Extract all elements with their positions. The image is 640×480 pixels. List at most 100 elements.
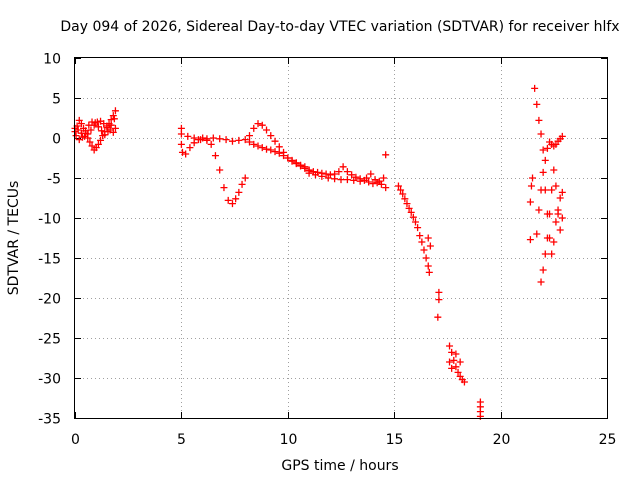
data-point [541,156,549,164]
x-tick-labels: 0 5 10 15 20 25 [71,432,616,448]
data-point [216,166,224,174]
data-point [182,150,190,158]
data-point [527,182,535,190]
data-point [254,142,262,150]
data-point [190,134,198,142]
data-point [558,214,566,222]
data-point [435,296,443,304]
data-point [235,136,243,144]
data-point [403,200,411,208]
data-point [324,174,332,182]
data-point [424,234,432,242]
data-point [448,364,456,372]
data-point [537,278,545,286]
data-point [543,234,551,242]
data-point [407,208,415,216]
y-tick-labels: 10 5 0 -5 -10 -15 -20 -25 -30 -35 [38,52,61,428]
data-point [382,184,390,192]
data-point [280,152,288,160]
data-point [539,168,547,176]
data-point [541,186,549,194]
data-point [556,194,564,202]
data-point [91,119,99,127]
y-tick-label: -15 [38,252,61,268]
data-point [550,166,558,174]
data-point [409,213,417,221]
x-tick-label: 0 [71,432,80,448]
data-point [460,378,468,386]
data-point [238,180,246,188]
y-axis-label: SDTVAR / TECUs [6,181,22,296]
y-tick-label: -5 [47,172,61,188]
data-point [77,129,85,137]
data-point [74,126,82,134]
data-point [371,176,379,184]
data-point [292,159,300,167]
x-tick-label: 10 [280,432,298,448]
axis-ticks [75,58,608,419]
data-point [335,168,343,176]
data-point [556,226,564,234]
data-point [78,133,86,141]
data-point [88,118,96,126]
chart-title: Day 094 of 2026, Sidereal Day-to-day VTE… [60,19,619,35]
series-segment-0-2h [71,107,119,154]
data-point [446,358,454,366]
data-point [350,176,358,184]
data-point [529,174,537,182]
data-point [275,149,283,157]
data-point [224,196,232,204]
data-point [434,313,442,321]
data-points [71,84,566,420]
data-point [209,134,217,142]
data-point [435,288,443,296]
data-point [211,152,219,160]
data-point [109,128,117,136]
data-point [178,148,186,156]
data-point [416,232,424,240]
data-point [420,246,428,254]
series-segment-5-15h [177,120,390,208]
data-point [258,121,266,129]
data-point [450,356,458,364]
data-point [107,121,115,129]
data-point [337,176,345,184]
data-point [222,136,230,144]
data-point [318,172,326,180]
data-point [526,236,534,244]
data-point [554,210,562,218]
x-tick-label: 20 [493,432,511,448]
data-point [267,146,275,154]
series-segment-21-23h [526,84,566,286]
series-segment-19h [476,398,484,420]
data-point [535,116,543,124]
data-point [72,132,80,140]
data-point [533,100,541,108]
data-point [250,124,258,132]
data-point [348,171,356,179]
y-tick-label: 10 [43,52,61,68]
data-point [339,163,347,171]
data-point [343,176,351,184]
data-point [271,148,279,156]
data-point [456,358,464,366]
data-point [263,145,271,153]
data-point [245,132,253,140]
data-point [448,348,456,356]
data-point [111,124,119,132]
data-point [531,84,539,92]
data-point [87,126,95,134]
plot-frame [74,57,608,419]
data-point [424,262,432,270]
data-point [399,190,407,198]
data-point [539,146,547,154]
data-point [558,132,566,140]
y-tick-label: -30 [38,372,61,388]
data-point [311,171,319,179]
data-point [250,140,258,148]
data-point [367,170,375,178]
data-point [216,135,224,143]
grid [75,58,607,418]
data-point [537,130,545,138]
data-point [241,136,249,144]
